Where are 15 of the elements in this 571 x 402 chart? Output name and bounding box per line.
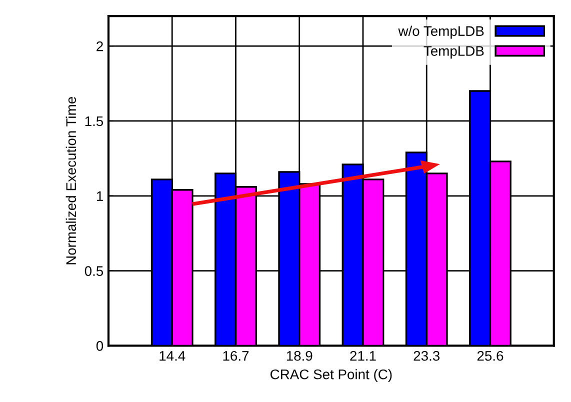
- x-tick-label: 16.7: [223, 350, 249, 361]
- x-tick-label: 25.6: [477, 350, 504, 361]
- x-axis-title: CRAC Set Point (C): [270, 369, 392, 382]
- y-tick-label: 2: [96, 41, 103, 52]
- y-tick-label: 0.5: [84, 266, 104, 276]
- x-tick-label: 21.1: [350, 350, 376, 361]
- x-tick-label: 14.4: [160, 351, 186, 361]
- legend-label: TempLDB: [424, 46, 484, 59]
- y-tick-label: 0: [96, 341, 104, 351]
- y-tick-label: 1.5: [85, 116, 104, 126]
- y-axis-title: Normalized Execution Time: [66, 96, 76, 264]
- x-tick-label: 18.9: [286, 350, 312, 361]
- x-tick-label: 23.3: [414, 350, 440, 361]
- legend-label: w/o TempLDB: [398, 26, 484, 39]
- y-tick-label: 1: [96, 191, 103, 201]
